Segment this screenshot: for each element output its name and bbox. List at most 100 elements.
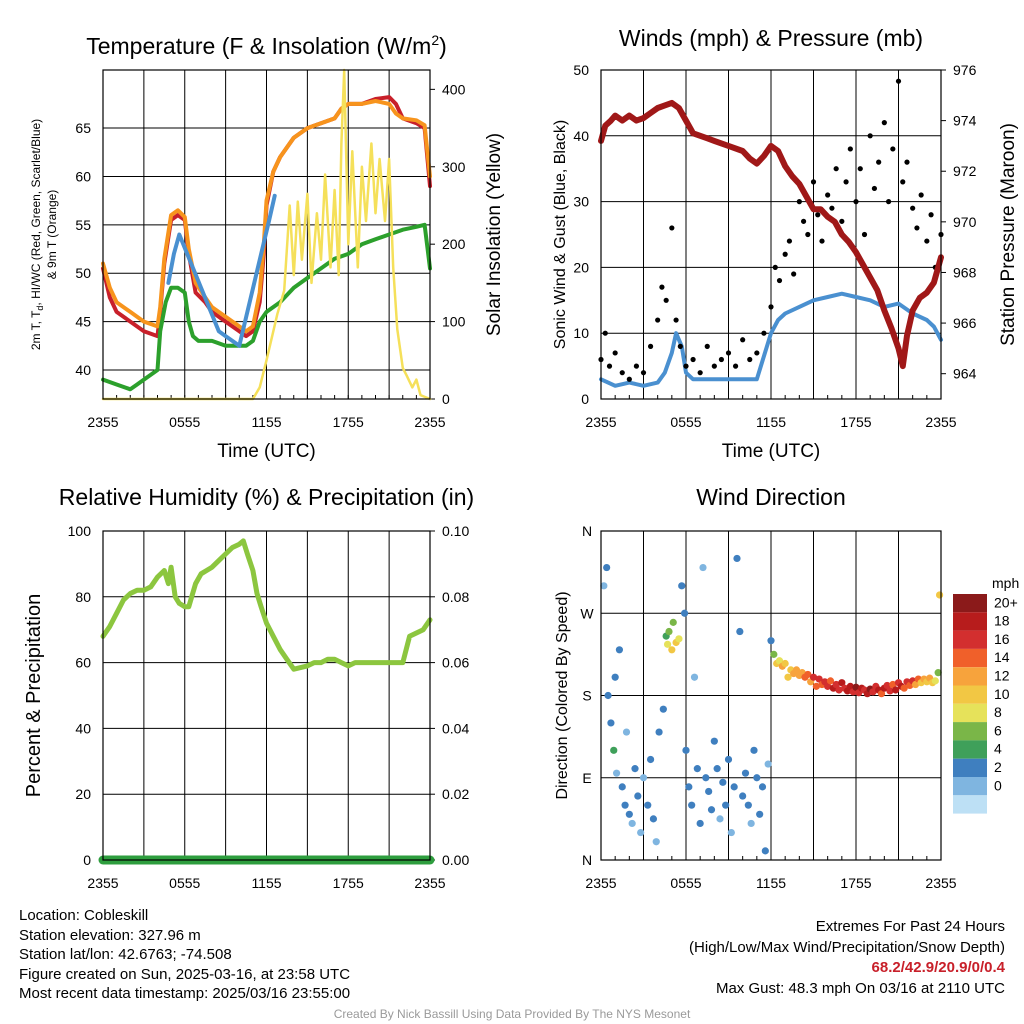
y2-tick-label: 970 (953, 214, 977, 230)
y2-tick-label: 976 (953, 62, 977, 78)
wind-direction-point (767, 637, 775, 645)
wind-direction-point (900, 684, 908, 692)
gust-point (711, 363, 717, 369)
chart-panel-1: Temperature (F & Insolation (W/m2)2355 05… (29, 32, 505, 462)
gust-point (867, 133, 873, 139)
wind-direction-point (607, 719, 615, 727)
x-tick-label: 2355 (925, 875, 956, 891)
gust-point (626, 376, 632, 382)
chart-title: Winds (mph) & Pressure (mb) (619, 25, 923, 51)
y-tick-label: 60 (75, 168, 91, 184)
y-tick-label: 20 (573, 259, 589, 275)
gust-point (776, 277, 783, 284)
y-axis-label: Percent & Precipitation (23, 594, 45, 797)
wind-direction-point (812, 682, 820, 690)
y-tick-label: N (582, 852, 592, 868)
recent-timestamp: Most recent data timestamp: 2025/03/16 2… (19, 985, 351, 1002)
chart-title: Relative Humidity (%) & Precipitation (i… (59, 484, 474, 510)
gust-point (815, 212, 821, 218)
extremes-subtitle: (High/Low/Max Wind/Precipitation/Snow De… (689, 938, 1005, 956)
chart-panel-2: Winds (mph) & Pressure (mb) 2355 0555 1155 1… (552, 25, 1019, 462)
gust-point (791, 271, 797, 277)
wind-direction-point (628, 819, 636, 828)
gust-point (890, 146, 896, 152)
x-tick-label: 1755 (333, 875, 364, 891)
gust-point (647, 343, 654, 349)
x-tick-label: 0555 (169, 414, 200, 430)
title-text-end: ) (439, 33, 447, 59)
wind-direction-point (911, 680, 920, 689)
y2-tick-label: 972 (953, 163, 977, 179)
y2-tick-label: 400 (442, 81, 466, 97)
wind-direction-point (646, 755, 655, 764)
wind-direction-point (826, 677, 835, 685)
wind-direction-point (835, 686, 843, 694)
y-tick-label: 40 (573, 128, 589, 144)
wind-direction-point (644, 801, 652, 809)
gust-point (833, 166, 839, 172)
wind-direction-point (824, 682, 832, 690)
wind-direction-point (705, 787, 713, 796)
gust-point (704, 343, 710, 349)
wind-direction-point (652, 838, 660, 846)
colorbar-swatch (953, 777, 987, 796)
station-info: Location: Cobleskill Station elevation: … (19, 906, 350, 1004)
wind-direction-point (655, 728, 663, 736)
y-tick-label: 45 (75, 314, 91, 330)
y2-tick-label: 966 (953, 315, 977, 331)
wind-direction-point (693, 765, 701, 773)
colorbar-tick-label: 2 (994, 759, 1002, 775)
colorbar-swatch (953, 703, 987, 723)
gust-point (754, 350, 760, 356)
gust-point (829, 205, 835, 211)
wind-direction-point (634, 792, 642, 800)
colorbar-tick-label: 14 (994, 649, 1010, 665)
colorbar-tick-label: 6 (994, 722, 1002, 738)
gust-point (796, 199, 802, 205)
y-axis-label-part: , HI/WC (Red, Green, Scarlet/Blue) (29, 119, 43, 306)
colorbar-tick-label: 16 (994, 631, 1010, 647)
colorbar-swatch (953, 667, 987, 686)
extremes-values: 68.2/42.9/20.9/0/0.4 (871, 959, 1005, 976)
wind-direction-point (675, 635, 683, 643)
gust-point (861, 231, 868, 238)
wind-direction-point (699, 563, 707, 572)
colorbar-tick-label: 12 (994, 668, 1010, 684)
gust-point (924, 238, 930, 244)
gust-point (732, 363, 739, 369)
figure-created: Figure created on Sun, 2025-03-16, at 23… (19, 965, 351, 983)
wind-direction-point (678, 582, 686, 590)
y-tick-label: 10 (573, 325, 589, 341)
y-axis-label: Sonic Wind & Gust (Blue, Black) (552, 120, 569, 349)
y-tick-label: 100 (68, 523, 92, 539)
y2-tick-label: 0.00 (442, 852, 469, 868)
wind-direction-point (733, 554, 741, 563)
y-tick-label: 50 (573, 62, 589, 78)
x-tick-label: 1755 (333, 414, 364, 430)
wind-direction-point (688, 801, 696, 809)
gust-point (768, 304, 774, 310)
gust-point (606, 363, 613, 369)
x-tick-label: 1155 (251, 875, 281, 891)
wind-direction-point (815, 675, 823, 683)
gust-point (871, 185, 878, 192)
y2-tick-label: 0.06 (442, 655, 469, 671)
colorbar-swatch (953, 685, 987, 704)
gust-point (602, 330, 608, 336)
wind-direction-point (775, 657, 784, 665)
colorbar-swatch (953, 648, 987, 668)
title-text: Temperature (F & Insolation (W/m (86, 33, 431, 59)
series-line-relative-humidity (100, 538, 433, 672)
colorbar-swatch (953, 612, 987, 631)
y2-tick-label: 300 (442, 159, 466, 175)
x-tick-label: 0555 (670, 875, 701, 891)
plot-frame (102, 69, 431, 400)
wind-direction-point (770, 650, 778, 658)
y-axis-label: Direction (Colored By Speed) (554, 591, 571, 799)
x-tick-label: 2355 (414, 414, 445, 430)
gust-point (910, 205, 916, 211)
y-tick-label: 65 (75, 120, 91, 136)
gust-point (663, 297, 669, 303)
wind-direction-point (637, 828, 645, 837)
gust-point (800, 218, 807, 224)
